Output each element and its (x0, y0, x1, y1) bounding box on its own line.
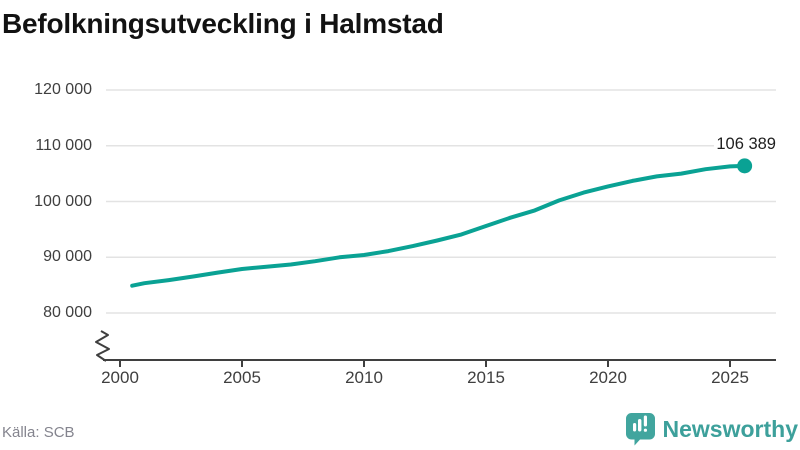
y-tick-label: 100 000 (34, 192, 92, 210)
endpoint-marker (737, 158, 753, 174)
population-line (130, 163, 747, 288)
newsworthy-icon (625, 413, 655, 446)
x-axis-ticks (119, 360, 731, 367)
x-tick-label: 2015 (467, 368, 505, 387)
y-tick-label: 90 000 (43, 248, 92, 266)
x-tick-label: 2010 (345, 368, 383, 387)
latest-value-label: 106 389 (714, 135, 778, 153)
x-tick-label: 2020 (589, 368, 627, 387)
x-tick-label: 2025 (711, 368, 749, 387)
gridlines (106, 89, 776, 314)
source-note: Källa: SCB (2, 424, 75, 441)
newsworthy-logo[interactable]: Newsworthy (625, 412, 798, 446)
y-tick-label: 110 000 (35, 136, 92, 154)
x-tick-label: 2000 (101, 368, 139, 387)
axis-break-icon (95, 330, 110, 362)
x-tick-label: 2005 (223, 368, 261, 387)
chart-title: Befolkningsutveckling i Halmstad (2, 8, 444, 39)
newsworthy-wordmark: Newsworthy (662, 416, 798, 442)
y-tick-label: 120 000 (34, 81, 92, 98)
y-tick-label: 80 000 (43, 304, 92, 321)
